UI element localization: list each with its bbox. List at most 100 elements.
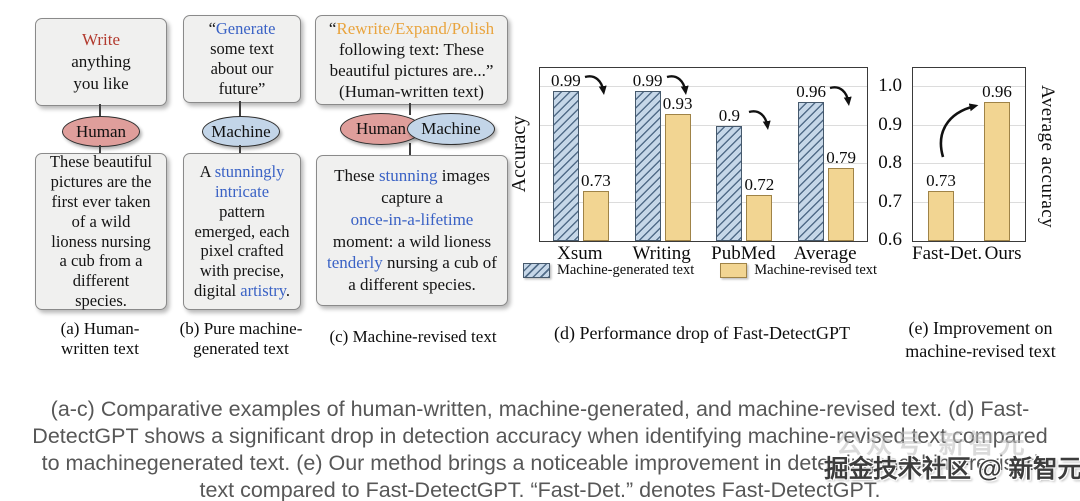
gridline (540, 124, 867, 126)
bar-value-label: 0.79 (826, 147, 856, 167)
bar-group-average: 0.96 0.79 (785, 68, 867, 241)
bar-machine-revised: 0.93 (663, 94, 693, 241)
bar-group-fastdet: 0.73 (913, 68, 969, 241)
panel-a-output-text: These beautiful pictures are the first eve… (49, 152, 153, 310)
chart-d-caption: (d) Performance drop of Fast-DetectGPT (554, 323, 850, 343)
x-tick-fastdet: Fast-Det. (912, 243, 983, 264)
bar-value-label: 0.96 (982, 82, 1012, 102)
bar-value-label: 0.9 (718, 105, 740, 125)
bar-machine-revised: 0.72 (745, 175, 774, 241)
chart-e-bars: 0.73 0.96 (913, 68, 1025, 241)
connector-line (409, 143, 411, 155)
human-label: Human (75, 121, 127, 141)
legend-swatch-machine-revised-icon (720, 263, 748, 278)
bar-group-pubmed: 0.9 0.72 (704, 68, 786, 241)
bar-ours: 0.96 (982, 82, 1012, 241)
bar-machine-revised: 0.79 (826, 148, 856, 241)
chart-e-caption: (e) Improvement on machine-revised text (905, 318, 1056, 361)
legend-label-machine-revised: Machine-revised text (754, 262, 878, 278)
bar-fastdet: 0.73 (926, 171, 956, 241)
chart-e-plot: 0.73 0.96 (912, 67, 1026, 242)
bar-machine-generated: 0.99 (633, 71, 663, 241)
x-tick-pubmed: PubMed (711, 243, 776, 264)
bar-value-label: 0.99 (632, 70, 663, 90)
ytick-label: 1.0 (878, 75, 902, 96)
watermark-dark: 掘金技术社区 @ 新智元 (824, 456, 1080, 483)
machine-label: Machine (211, 121, 271, 141)
panel-a-output-box: These beautiful pictures are the first eve… (35, 152, 167, 310)
shared-ytick-labels: 1.0 0.9 0.8 0.7 0.6 (866, 0, 902, 260)
chart-d-bars: 0.99 0.73 0.99 0.93 0.9 0.72 0.96 0.79 (540, 68, 867, 241)
panel-c-prompt-text: “Rewrite/Expand/Polish following text: Th… (328, 18, 495, 102)
bar-machine-revised: 0.73 (581, 171, 611, 241)
gridline (540, 86, 867, 87)
legend-item-machine-generated: Machine-generated text (522, 262, 695, 279)
legend-item-machine-revised: Machine-revised text (720, 262, 877, 279)
panel-a-prompt-box: Write anything you like (35, 18, 167, 106)
panel-c-prompt-box: “Rewrite/Expand/Polish following text: Th… (315, 15, 508, 105)
chart-d-legend: Machine-generated text Machine-revised t… (518, 262, 882, 279)
bar-value-label: 0.96 (796, 82, 826, 102)
bar-machine-generated: 0.96 (796, 82, 826, 241)
drop-arrow-icon (582, 73, 608, 97)
panel-b-output-text: A stunningly intricate pattern emerged, eac… (193, 162, 291, 300)
bar-value-label: 0.99 (551, 70, 581, 90)
ytick-label: 0.7 (878, 190, 902, 212)
gridline (913, 163, 1025, 164)
machine-ellipse: Machine (407, 113, 495, 145)
x-tick-writing: Writing (632, 243, 691, 264)
bar-machine-generated: 0.9 (716, 106, 743, 241)
gridline (913, 201, 1025, 203)
ytick-label: 0.8 (878, 152, 902, 173)
connector-line (99, 145, 101, 154)
drop-arrow-icon (664, 73, 690, 97)
panel-c-caption: (c) Machine-revised text (329, 327, 497, 346)
ytick-label: 0.9 (878, 113, 902, 135)
drop-arrow-icon (827, 84, 853, 108)
bar-value-label: 0.72 (744, 174, 775, 194)
panel-b-caption: (b) Pure machine- generated text (179, 319, 303, 359)
bar-group-xsum: 0.99 0.73 (540, 68, 622, 241)
bar-group-writing: 0.99 0.93 (622, 68, 704, 241)
watermark-ghost: 公众号·新智元 (836, 429, 1029, 459)
panel-b-prompt-text: “Generate some text about our future” (208, 18, 276, 99)
gridline (913, 86, 1025, 87)
bar-value-label: 0.73 (926, 170, 956, 190)
bar-group-ours: 0.96 (969, 68, 1025, 241)
panel-b-output-box: A stunningly intricate pattern emerged, eac… (183, 153, 301, 310)
bar-machine-generated: 0.99 (551, 71, 581, 241)
connector-line (409, 103, 411, 115)
chart-e-yaxis-label: Average accuracy (1037, 84, 1058, 229)
panel-a-prompt-text: Write anything you like (71, 29, 131, 94)
x-tick-ours: Ours (984, 243, 1022, 264)
legend-swatch-machine-generated-icon (522, 263, 550, 278)
panel-c-output-text: These stunning images capture a once-in-a-… (327, 166, 497, 294)
panel-c-output-box: These stunning images capture a once-in-a-… (316, 155, 508, 306)
connector-line (239, 101, 241, 117)
connector-line (239, 145, 241, 154)
chart-e-xlabels: Fast-Det. Ours (912, 243, 1024, 265)
machine-ellipse: Machine (202, 116, 280, 147)
ytick-label: 0.6 (878, 229, 902, 250)
chart-d-yaxis-label: Accuracy (508, 115, 530, 193)
drop-arrow-icon (746, 108, 772, 132)
connector-line (99, 104, 101, 117)
bar-value-label: 0.93 (662, 93, 693, 113)
panel-b-prompt-box: “Generate some text about our future” (183, 15, 301, 103)
x-tick-xsum: Xsum (557, 243, 603, 264)
chart-d-plot: 0.99 0.73 0.99 0.93 0.9 0.72 0.96 0.79 (539, 67, 868, 242)
legend-label-machine-generated: Machine-generated text (556, 262, 695, 278)
x-tick-average: Average (793, 243, 857, 264)
improvement-arrow-icon (933, 101, 985, 161)
gridline (913, 124, 1025, 126)
machine-label: Machine (421, 119, 481, 138)
bar-value-label: 0.73 (581, 170, 611, 190)
human-label: Human (355, 119, 407, 138)
chart-d-xlabels: Xsum Writing PubMed Average (539, 243, 866, 265)
human-ellipse: Human (62, 116, 140, 147)
panel-a-caption: (a) Human- written text (60, 319, 140, 359)
human-ellipse: Human (340, 113, 422, 145)
gridline (540, 163, 867, 164)
figure-caption: (a-c) Comparative examples of human-writ… (32, 396, 1048, 501)
